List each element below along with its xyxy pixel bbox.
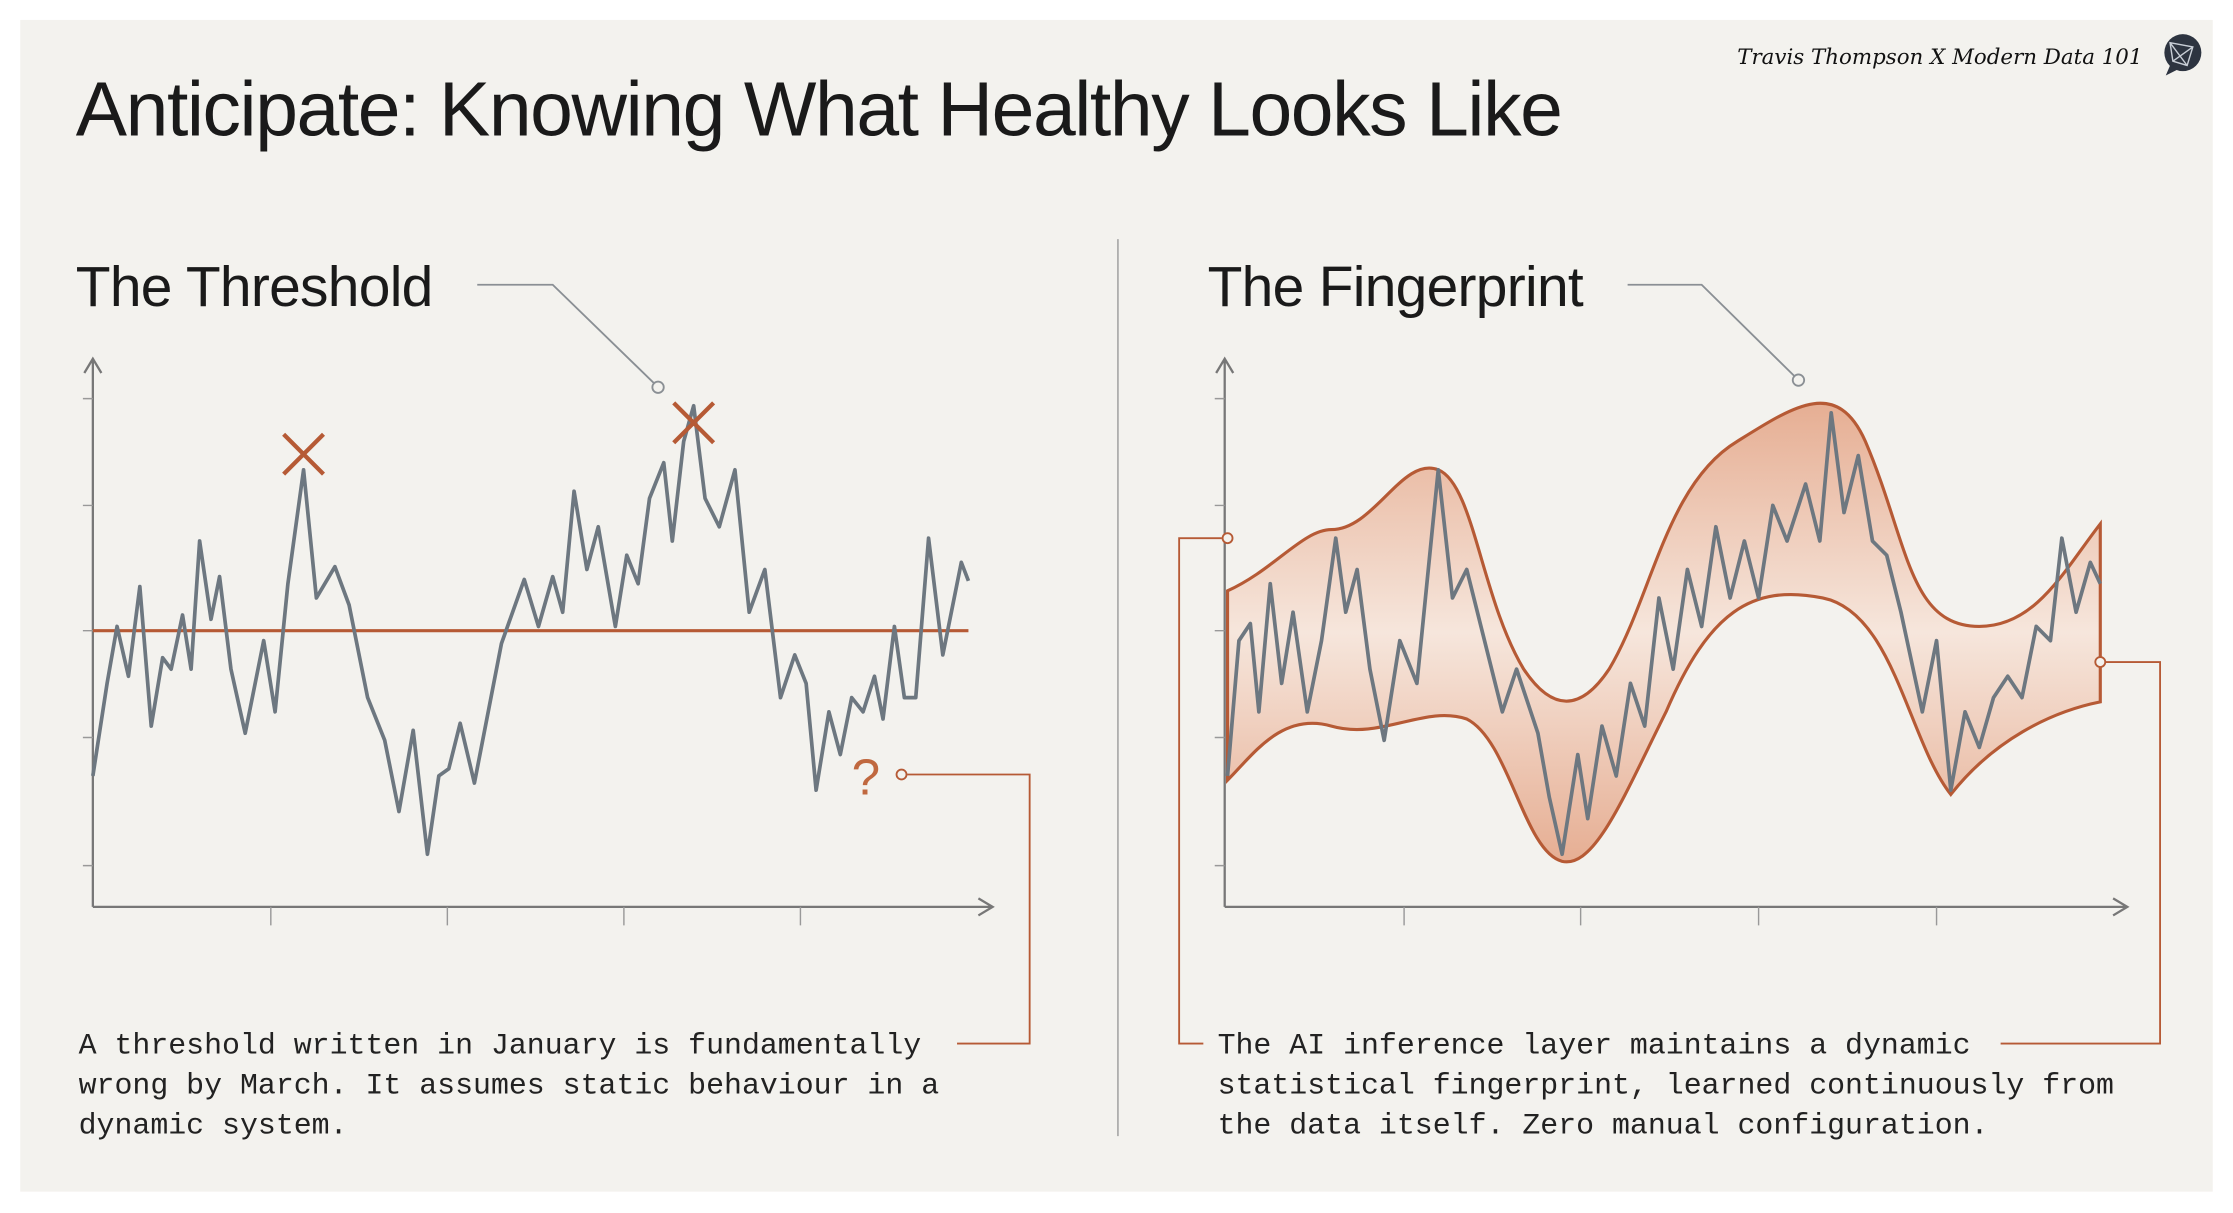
heading-leader-line xyxy=(477,283,655,384)
fingerprint-chart xyxy=(1178,356,2162,1045)
attribution: Travis Thompson X Modern Data 101 xyxy=(1737,45,2142,70)
x-axis xyxy=(1224,897,2130,917)
y-axis xyxy=(1215,356,1235,907)
threshold-description: A threshold written in January is fundam… xyxy=(79,1029,940,1143)
connector-line xyxy=(907,773,1031,1045)
threshold-panel: The Threshold ? A threshold written in J… xyxy=(76,255,1031,1143)
axis-ticks xyxy=(82,397,802,926)
description-line: dynamic system. xyxy=(79,1108,348,1142)
page-title: Anticipate: Knowing What Healthy Looks L… xyxy=(76,66,1562,152)
connector-line xyxy=(2000,661,2162,1045)
description-line: A threshold written in January is fundam… xyxy=(79,1029,922,1063)
description-line: the data itself. Zero manual configurati… xyxy=(1218,1108,1989,1142)
y-axis xyxy=(83,356,103,907)
leader-dot xyxy=(1791,373,1806,387)
metric-series xyxy=(91,403,971,857)
description-line: The AI inference layer maintains a dynam… xyxy=(1218,1029,1971,1063)
missed-anomaly-question-mark: ? xyxy=(852,748,881,805)
threshold-heading: The Threshold xyxy=(76,255,433,319)
confidence-band xyxy=(1225,401,2102,864)
description-line: statistical fingerprint, learned continu… xyxy=(1218,1068,2114,1102)
alert-x-icon xyxy=(672,401,716,445)
leader-dot xyxy=(651,380,665,394)
description-line: wrong by March. It assumes static behavi… xyxy=(79,1068,940,1102)
connector-dot xyxy=(2094,656,2107,668)
fingerprint-description: The AI inference layer maintains a dynam… xyxy=(1218,1029,2114,1143)
alert-x-icon xyxy=(282,432,326,476)
globe-chat-icon xyxy=(2164,34,2202,76)
threshold-chart: ? xyxy=(82,356,1031,1045)
fingerprint-panel: The Fingerprint The AI inference layer m… xyxy=(1178,255,2162,1143)
connector-line xyxy=(1178,537,1222,1045)
x-axis xyxy=(92,897,995,917)
fingerprint-heading: The Fingerprint xyxy=(1208,255,1584,319)
heading-leader-line xyxy=(1627,283,1795,377)
connector-dot xyxy=(895,768,908,781)
axis-ticks xyxy=(1214,397,1938,926)
connector-dot xyxy=(1221,532,1234,545)
metric-series xyxy=(1225,411,2102,857)
